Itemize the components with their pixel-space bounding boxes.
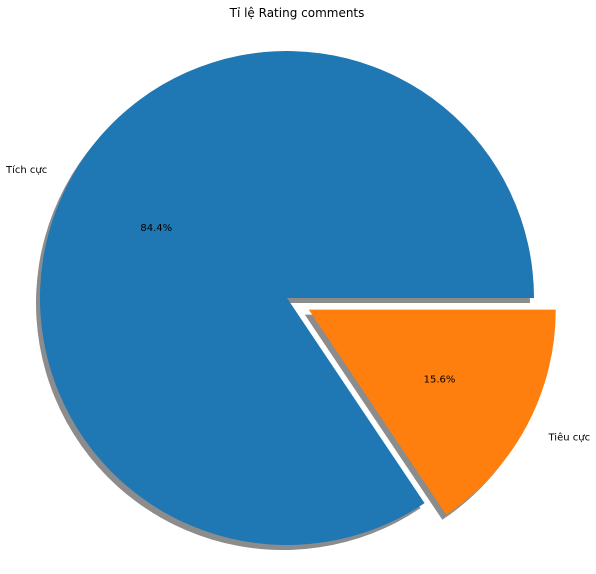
labels: Tích cực 84.4% Tiêu cực 15.6%	[5, 164, 590, 443]
slice-2-value-label: 15.6%	[424, 374, 456, 385]
slice-1	[40, 51, 535, 546]
slice-2	[308, 309, 556, 515]
slices	[40, 51, 556, 546]
slice-1-value-label: 84.4%	[140, 223, 172, 234]
slice-2-label: Tiêu cực	[548, 432, 591, 444]
chart-title: Tỉ lệ Rating comments	[229, 6, 365, 20]
slice-1-label: Tích cực	[5, 164, 47, 176]
